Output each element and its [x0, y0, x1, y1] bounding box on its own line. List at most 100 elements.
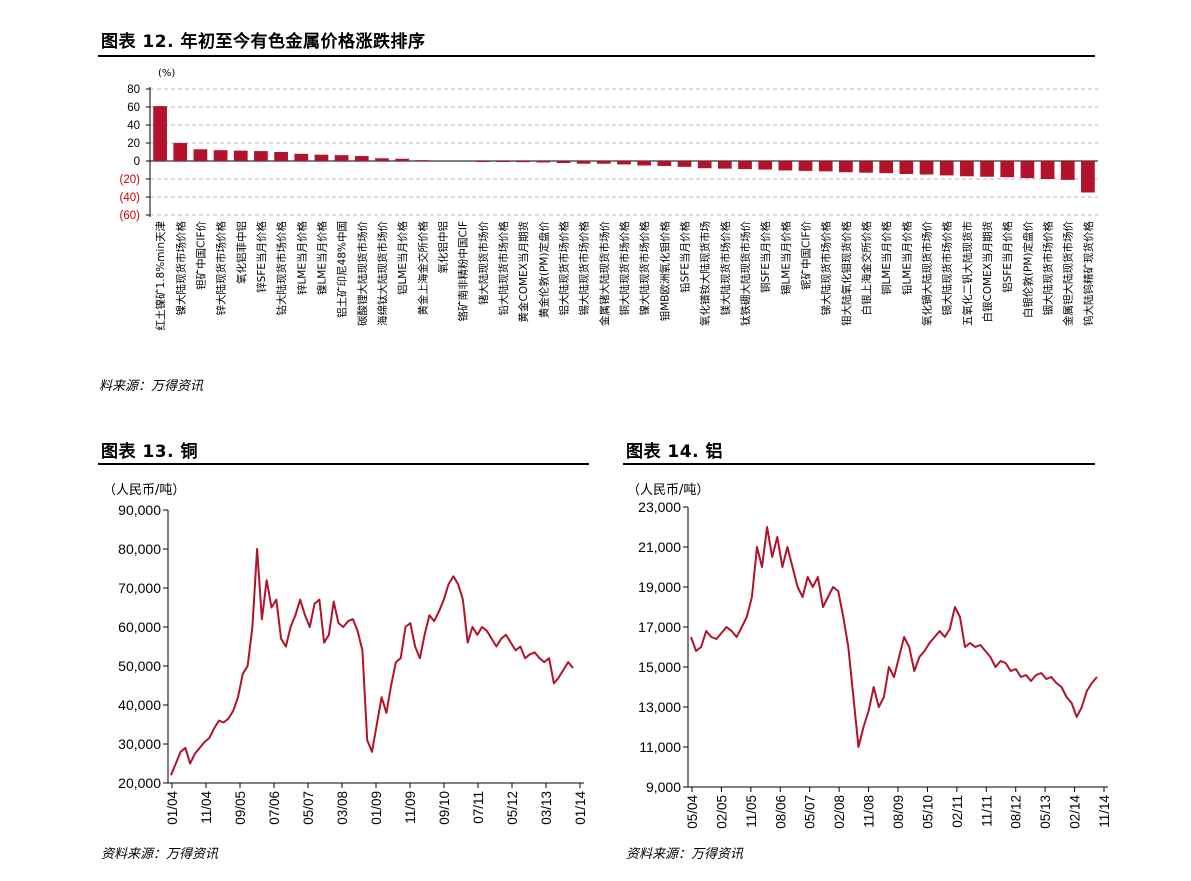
bar [859, 161, 873, 173]
figure-12-source: 料来源：万得资讯 [99, 379, 204, 394]
x-tick-label: 05/04 [685, 795, 700, 829]
figure-13-title-rule [98, 463, 589, 465]
x-tick-label: 09/10 [437, 791, 452, 825]
x-category-label: 钛铁硼大陆现货市场价 [739, 221, 752, 326]
bar [879, 161, 894, 174]
x-tick-label: 11/04 [199, 791, 214, 824]
y-tick-label: 60 [127, 102, 140, 114]
bar [274, 152, 288, 161]
bar [354, 156, 369, 161]
x-tick-label: 08/09 [891, 795, 906, 829]
bar [596, 161, 611, 164]
x-category-label: 铅大陆现货市场价格 [497, 221, 510, 316]
x-category-label: 白银伦敦(PM)定盘价 [1021, 221, 1034, 319]
x-category-label: 镉大陆现货市场价格 [941, 221, 954, 316]
y-tick-label: (40) [120, 192, 141, 204]
x-category-label: 锗大陆现货市场价 [477, 221, 490, 305]
y-tick-label: 50,000 [118, 658, 161, 674]
bar [254, 151, 268, 161]
bar [213, 150, 228, 161]
x-category-label: 金属锗大陆现货市场价 [598, 221, 611, 326]
x-tick-label: 11/05 [744, 795, 759, 828]
y-tick-label: 40,000 [118, 697, 161, 713]
copper-line-chart: 90,000 80,000 70,000 60,000 50,000 40,000 30,0… [103, 483, 588, 825]
x-tick-label: 11/09 [403, 791, 418, 824]
x-tick-label: 01/14 [573, 791, 588, 825]
x-tick-label: 02/14 [1068, 795, 1083, 829]
x-category-label: 铝大陆现货市场价格 [557, 221, 570, 316]
x-category-label: 钼MB欧洲氧化钼价格 [658, 221, 671, 322]
x-category-label: 镁大陆现货市场价格 [719, 221, 732, 316]
x-tick-label: 07/11 [471, 791, 486, 824]
bar [919, 161, 934, 175]
x-category-label: 钽矿中国CIF价 [194, 221, 207, 290]
bar [1040, 161, 1055, 179]
y-tick-label: 70,000 [118, 580, 161, 596]
x-category-label: 铜大陆现货市场价格 [618, 221, 631, 316]
x-category-label: 氧化镝大陆现货市场价 [921, 221, 934, 326]
y-tick-label: 21,000 [638, 539, 681, 555]
bar [980, 161, 994, 177]
y-tick-label: (20) [120, 174, 141, 186]
y-tick-label: (60) [120, 210, 141, 222]
x-tick-label: 05/07 [301, 791, 316, 825]
x-tick-label: 08/12 [1009, 795, 1024, 829]
bar [1000, 161, 1015, 178]
bar [1020, 161, 1035, 179]
bar [657, 161, 672, 166]
x-category-label: 铜SFE当月价格 [759, 221, 772, 293]
bar [738, 161, 752, 170]
bar [496, 161, 510, 162]
x-category-label: 黄金伦敦(PM)定盘价 [537, 221, 550, 319]
x-category-label: 铟大陆现货市场价格 [1042, 221, 1055, 316]
x-tick-label: 09/05 [233, 791, 248, 825]
y-tick-label: 20,000 [118, 775, 161, 791]
y-tick-label: 19,000 [638, 579, 681, 595]
x-category-label: 五氧化二钒大陆现货市 [961, 221, 974, 326]
x-tick-label: 05/13 [1038, 795, 1053, 829]
x-tick-label: 11/14 [1097, 795, 1112, 828]
x-category-label: 白银上海金交所价格 [860, 221, 873, 316]
x-category-label: 镍大陆现货市场价格 [638, 221, 651, 316]
bar [697, 161, 712, 169]
bar [415, 160, 430, 162]
x-category-label: 红土镍矿1.8%min天津 [154, 221, 167, 331]
y-tick-label: 15,000 [638, 659, 681, 675]
x-tick-label: 11/11 [979, 795, 994, 827]
x-category-label: 铜LME当月价格 [880, 221, 893, 296]
x-category-label: 铅LME当月价格 [900, 221, 913, 296]
bar [395, 158, 409, 161]
x-category-label: 铌矿中国CIF价 [800, 221, 813, 290]
x-category-label: 镍LME当月价格 [315, 221, 328, 296]
x-category-label: 金属钽大陆现货市场价 [1062, 221, 1075, 326]
x-tick-label: 02/11 [950, 795, 965, 828]
x-category-label: 钨大陆钨精矿现货价格 [1082, 221, 1095, 326]
y-tick-label: 80 [127, 84, 140, 96]
figure-14-source: 资料来源：万得资讯 [626, 847, 744, 862]
x-tick-label: 02/05 [714, 795, 729, 829]
y-tick-label: 90,000 [118, 502, 161, 518]
copper-price-line [170, 548, 574, 776]
x-category-label: 锌LME当月价格 [295, 221, 308, 296]
figure-14-title: 图表 14. 铝 [626, 442, 723, 462]
bar [375, 158, 389, 161]
bar [717, 161, 732, 169]
figure-12-title: 图表 12. 年初至今有色金属价格涨跌排序 [101, 32, 426, 52]
x-category-label: 铅SFE当月价格 [679, 221, 692, 293]
bar [617, 161, 631, 165]
y-tick-label: 9,000 [646, 779, 681, 795]
y-tick-label: 0 [134, 156, 140, 168]
x-tick-label: 03/08 [335, 791, 350, 825]
figure-13-title: 图表 13. 铜 [101, 442, 198, 462]
y-unit-label: （人民币/吨） [103, 483, 185, 498]
bar [960, 161, 974, 177]
y-tick-label: 40 [127, 120, 140, 132]
x-tick-label: 02/08 [832, 795, 847, 829]
x-category-label: 铝SFE当月价格 [1001, 221, 1014, 293]
x-category-label: 钼大陆氧化钼现货价格 [840, 221, 853, 326]
bar [294, 153, 309, 161]
y-tick-label: 11,000 [639, 739, 681, 755]
x-tick-label: 01/09 [369, 791, 384, 825]
